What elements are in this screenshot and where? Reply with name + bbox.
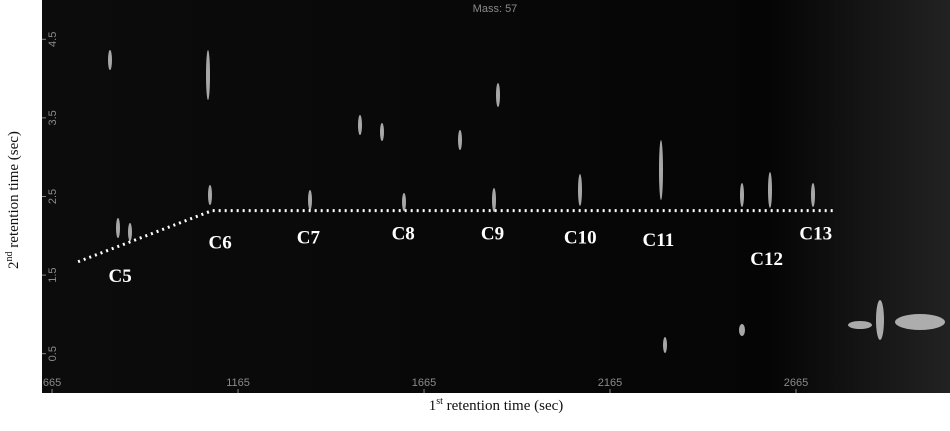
annotation: C8 — [392, 224, 415, 245]
peaks — [108, 50, 945, 353]
trend-line — [77, 209, 836, 264]
annotation: C9 — [481, 224, 504, 245]
annotation: C13 — [799, 224, 832, 245]
annotation: C6 — [209, 232, 232, 253]
y-tick-label: 2.5 — [47, 189, 59, 204]
plot-area — [42, 0, 950, 393]
annotation: C5 — [108, 266, 131, 287]
annotation: C7 — [297, 228, 321, 249]
annotation: C10 — [564, 228, 597, 249]
x-tick-label: 665 — [43, 377, 61, 389]
y-axis-label: 2nd retention time (sec) — [4, 131, 22, 269]
y-tick-label: 0.5 — [47, 346, 59, 361]
x-tick-label: 2165 — [598, 377, 622, 389]
x-tick-label: 1165 — [226, 377, 250, 389]
y-tick-label: 4.5 — [47, 32, 59, 47]
annotation: C11 — [643, 230, 675, 251]
x-tick-label: 2665 — [784, 377, 808, 389]
x-axis-label: 1st retention time (sec) — [429, 396, 564, 414]
chart-title: Mass: 57 — [473, 3, 518, 15]
y-tick-label: 1.5 — [47, 267, 59, 282]
annotation: C12 — [750, 249, 783, 270]
x-tick-label: 1665 — [412, 377, 436, 389]
y-tick-label: 3.5 — [47, 110, 59, 125]
